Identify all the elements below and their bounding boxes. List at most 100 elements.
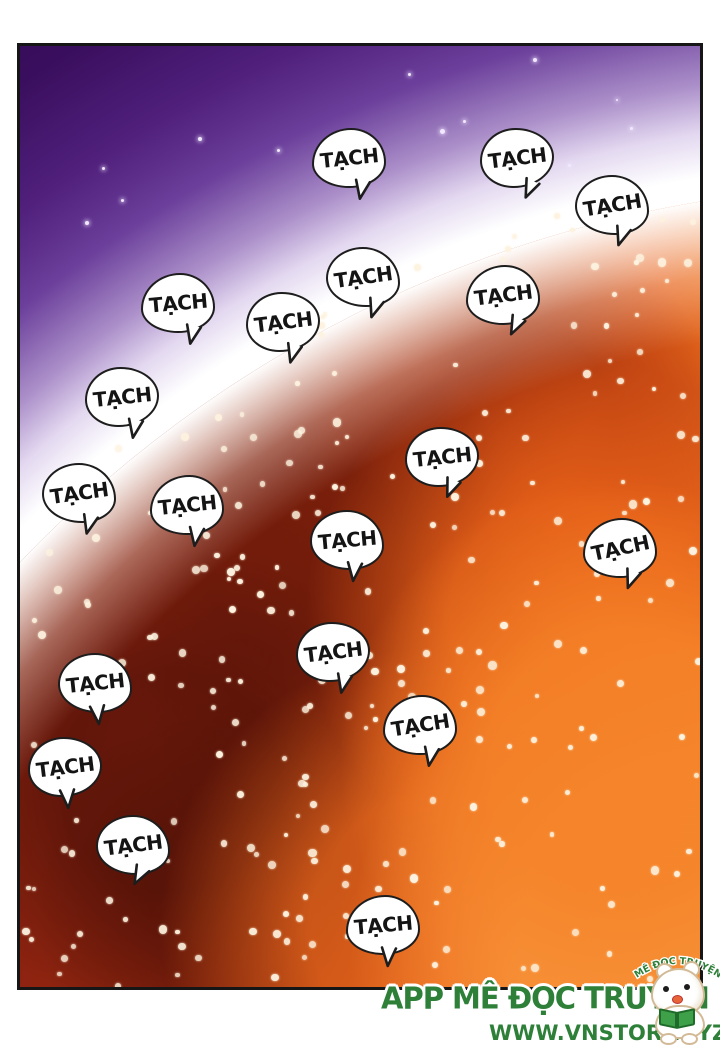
spark-dot [589,734,597,742]
spark-dot [637,349,643,355]
spark-dot [285,459,293,467]
spark-dot [227,576,232,581]
spark-dot [489,510,495,516]
spark-dot [282,755,288,762]
spark-dot [423,650,431,658]
speech-bubble: TẠCH [583,518,657,590]
spark-dot [495,836,501,843]
spark-dot [553,640,562,649]
spark-dot [308,940,316,948]
speech-bubble-tail [380,946,398,968]
speech-bubble-text: TẠCH [332,261,394,293]
spark-dot [657,258,667,267]
spark-dot [600,885,605,891]
spark-dot [611,292,617,298]
spark-dot [311,857,318,865]
spark-dot [310,494,315,500]
spark-dot [302,893,309,900]
spark-dot [505,245,512,252]
speech-bubble-text: TẠCH [316,525,378,555]
spark-dot [237,678,243,684]
mascot-eye-icon [684,984,690,990]
spark-dot [158,925,168,934]
spark-dot [603,323,609,329]
spark-dot [307,702,314,709]
spark-dot [344,435,349,440]
spark-dot [211,704,217,710]
spark-dot [593,570,601,578]
spark-dot [423,627,429,634]
spark-dot [214,552,220,558]
spark-dot [568,745,574,751]
speech-bubble-text: TẠCH [147,288,209,318]
spark-dot [680,392,687,399]
spark-dot [396,665,405,674]
spark-dot [249,927,257,936]
spark-dot [642,970,647,975]
spark-dot [302,955,308,961]
spark-dot [398,679,406,687]
spark-dot [31,886,36,891]
speech-bubble-text: TẠCH [302,636,364,668]
spark-dot [340,485,345,491]
spark-dot [430,521,437,528]
spark-dot [32,617,38,623]
speech-bubble-text: TẠCH [102,829,164,861]
spark-dot [634,260,639,265]
spark-dot [476,736,484,744]
spark-dot [320,825,329,833]
spark-dot [318,322,325,329]
spark-dot [296,813,301,818]
spark-dot [535,693,540,699]
spark-dot [61,845,69,854]
spark-dot [409,874,419,883]
spark-dot [22,927,31,936]
spark-dot [83,598,90,605]
spark-dot [530,480,536,486]
star-icon [567,163,571,167]
spark-dot [302,773,309,781]
spark-dot [216,750,224,758]
spark-dot [318,332,325,338]
spark-dot [246,843,255,852]
speech-bubble: TẠCH [58,653,132,726]
speech-bubble-text: TẠCH [389,708,451,742]
speech-bubble-text: TẠCH [486,142,548,174]
spark-dot [118,658,127,667]
book-right-page [677,1008,695,1029]
spark-dot [451,493,460,501]
speech-bubble: TẠCH [480,128,554,199]
speech-bubble-tail [423,745,441,768]
speech-bubble: TẠCH [575,175,649,247]
spark-dot [691,435,699,443]
speech-bubble: TẠCH [85,367,159,440]
spark-dot [332,483,339,490]
spark-dot [181,433,190,442]
spark-dot [429,797,437,804]
spark-dot [622,510,627,515]
spark-dot [267,606,275,615]
spark-dot [76,930,84,938]
spark-dot [259,481,266,487]
spark-dot [578,541,585,547]
spark-dot [214,414,223,422]
spark-dot [476,708,486,717]
spark-dot [371,668,379,676]
speech-bubble: TẠCH [296,622,370,694]
speech-bubble-tail [369,296,385,319]
spark-dot [274,565,279,570]
spark-dot [84,602,91,609]
spark-dot [475,648,483,656]
spark-dot [226,677,231,683]
spark-dot [69,850,76,857]
spark-dot [236,790,244,798]
spark-dot [237,578,243,585]
speech-bubble: TẠCH [405,427,479,498]
spark-dot [291,511,300,520]
spark-dot [531,964,540,972]
speech-bubble-text: TẠCH [91,382,153,412]
speech-bubble: TẠCH [326,247,400,319]
spark-dot [241,741,246,746]
spark-dot [499,510,506,517]
speech-bubble-tail [445,476,462,498]
